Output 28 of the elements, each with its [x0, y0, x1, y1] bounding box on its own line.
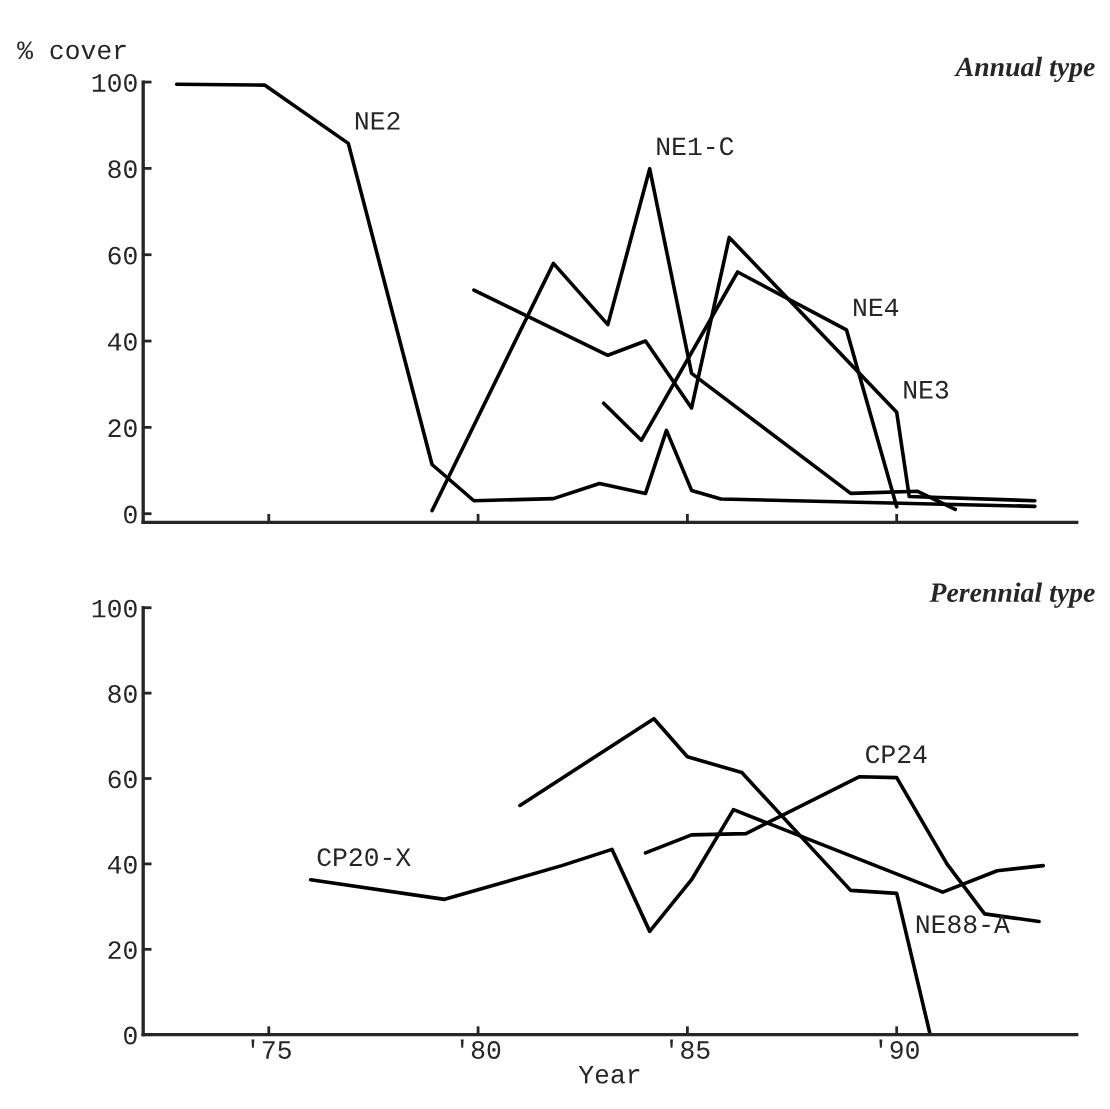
- y-tick-label: 80: [108, 685, 137, 703]
- x-tick-label: '90: [879, 1039, 919, 1059]
- y-tick-label: 80: [108, 160, 137, 179]
- chart-title: Perennial type: [929, 582, 1095, 608]
- chart-title: Annual type: [954, 56, 1095, 83]
- y-tick-label: 0: [124, 1026, 137, 1045]
- annotation: CP20-X: [317, 848, 411, 867]
- y-axis-title: % cover: [17, 41, 126, 60]
- y-tick-label: 40: [107, 855, 137, 874]
- x-tick-label: '75: [251, 1039, 291, 1059]
- x-tick-label: '80: [460, 1039, 501, 1059]
- y-tick-label: 20: [108, 941, 137, 960]
- x-tick-label: '85: [670, 1039, 710, 1059]
- y-tick-label: 100: [92, 73, 137, 92]
- annotation: NE2: [355, 111, 400, 130]
- annotation: NE1-C: [657, 137, 734, 156]
- y-tick-label: 20: [108, 419, 137, 438]
- y-tick-label: 40: [107, 332, 137, 351]
- line-series: [174, 82, 1037, 509]
- y-tick-label: 0: [124, 505, 137, 524]
- y-tick-label: 60: [108, 246, 137, 265]
- y-tick-label: 100: [92, 599, 137, 618]
- x-axis-title: Year: [578, 1065, 640, 1084]
- annotation: NE88-A: [916, 915, 1010, 934]
- annotation: NE3: [904, 380, 949, 399]
- y-tick-label: 60: [108, 770, 137, 789]
- annotation: CP24: [866, 745, 927, 764]
- annotation: NE4: [854, 298, 899, 317]
